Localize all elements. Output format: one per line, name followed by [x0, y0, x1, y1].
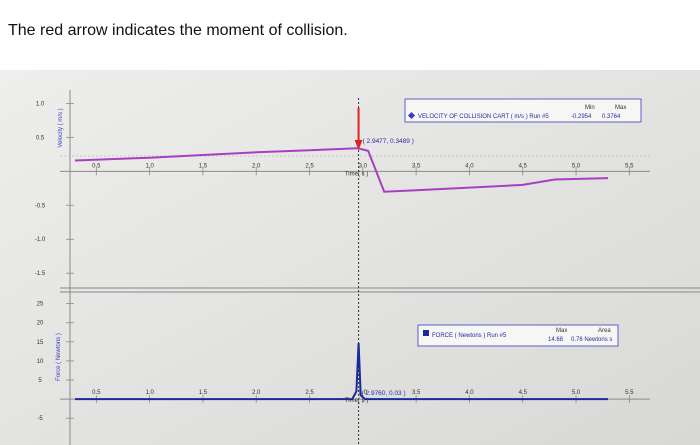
- x-tick-label: 5.5: [625, 390, 634, 396]
- svg-text:VELOCITY OF COLLISION CART ( m: VELOCITY OF COLLISION CART ( m/s ) Run #…: [418, 114, 549, 120]
- svg-text:14.68: 14.68: [548, 337, 564, 343]
- y-tick-label: 10: [37, 359, 44, 365]
- collision-arrow-head: [354, 140, 363, 150]
- x-tick-label: 4.0: [465, 163, 474, 169]
- x-tick-label: 2.5: [305, 163, 314, 169]
- svg-text:FORCE ( Newtons ) Run #5: FORCE ( Newtons ) Run #5: [432, 333, 507, 339]
- y-tick-label: -1.5: [35, 271, 46, 277]
- force-series-line: [75, 342, 608, 401]
- y-tick-label: -1.0: [35, 237, 46, 243]
- force-annotation: ( 2.9760, 0.03 ): [362, 390, 406, 397]
- force-y-label: Force ( Newtons ): [56, 333, 62, 381]
- x-tick-label: 1.5: [199, 163, 208, 169]
- y-tick-label: 1.0: [36, 101, 45, 107]
- svg-text:Min: Min: [585, 105, 595, 111]
- x-tick-label: 1.0: [145, 390, 154, 396]
- y-tick-label: 20: [37, 321, 44, 327]
- x-tick-label: 2.0: [252, 390, 261, 396]
- force-chart: 0.5 1.0 1.5 2.0 2.5 3.0 3.5 4.0 4.5 5.0 5.5 25 20 15…: [37, 302, 650, 422]
- svg-text:0.3764: 0.3764: [602, 114, 621, 120]
- y-tick-label: -5: [37, 416, 43, 422]
- x-tick-label: 3.0: [359, 163, 368, 169]
- x-tick-label: 3.5: [412, 390, 421, 396]
- x-tick-label: 3.5: [412, 163, 421, 169]
- caption: The red arrow indicates the moment of co…: [8, 22, 348, 39]
- velocity-series-line: [74, 147, 609, 193]
- velocity-chart: 0.5 1.0 1.5 2.0 2.5 3.0 3.5 4.0 4.5 5.0 5.5 1.00.5…: [35, 98, 650, 445]
- x-tick-label: 5.0: [572, 163, 581, 169]
- x-tick-label: 4.0: [465, 390, 474, 396]
- svg-text:Area: Area: [598, 328, 611, 334]
- y-tick-label: 0.5: [36, 135, 45, 141]
- x-tick-label: 3.0: [359, 390, 368, 396]
- x-tick-label: 2.0: [252, 163, 261, 169]
- photographed-graphs: 0.5 1.0 1.5 2.0 2.5 3.0 3.5 4.0 4.5 5.0 5.5 1.00.5…: [0, 70, 700, 445]
- y-tick-label: 15: [37, 340, 44, 346]
- velocity-y-label: Velocity ( m/s ): [58, 108, 64, 147]
- velocity-legend: VELOCITY OF COLLISION CART ( m/s ) Run #…: [404, 98, 642, 123]
- y-tick-label: 25: [37, 302, 44, 308]
- x-tick-label: 1.5: [199, 390, 208, 396]
- screen-background: [0, 70, 700, 445]
- x-tick-label: 1.0: [145, 163, 154, 169]
- svg-text:Max: Max: [615, 105, 626, 111]
- svg-text:0.76 Newtons s: 0.76 Newtons s: [571, 337, 612, 343]
- x-tick-label: 5.0: [572, 390, 581, 396]
- svg-text:Max: Max: [556, 328, 567, 334]
- x-tick-label: 4.5: [519, 163, 528, 169]
- x-tick-label: 0.5: [92, 163, 101, 169]
- svg-text:-0.2954: -0.2954: [571, 114, 592, 120]
- force-legend: FORCE ( Newtons ) Run #5 Max Area 14.68 …: [417, 324, 619, 347]
- y-tick-label: 5: [38, 378, 42, 384]
- x-tick-label: 2.5: [305, 390, 314, 396]
- force-x-label: Time( s ): [345, 398, 368, 404]
- x-tick-label: 4.5: [519, 390, 528, 396]
- x-tick-label: 0.5: [92, 390, 101, 396]
- x-tick-label: 5.5: [625, 163, 634, 169]
- velocity-x-label: Time( s ): [345, 171, 368, 177]
- y-tick-label: -0.5: [35, 203, 46, 209]
- velocity-annotation: ( 2.9477, 0.3489 ): [363, 138, 414, 145]
